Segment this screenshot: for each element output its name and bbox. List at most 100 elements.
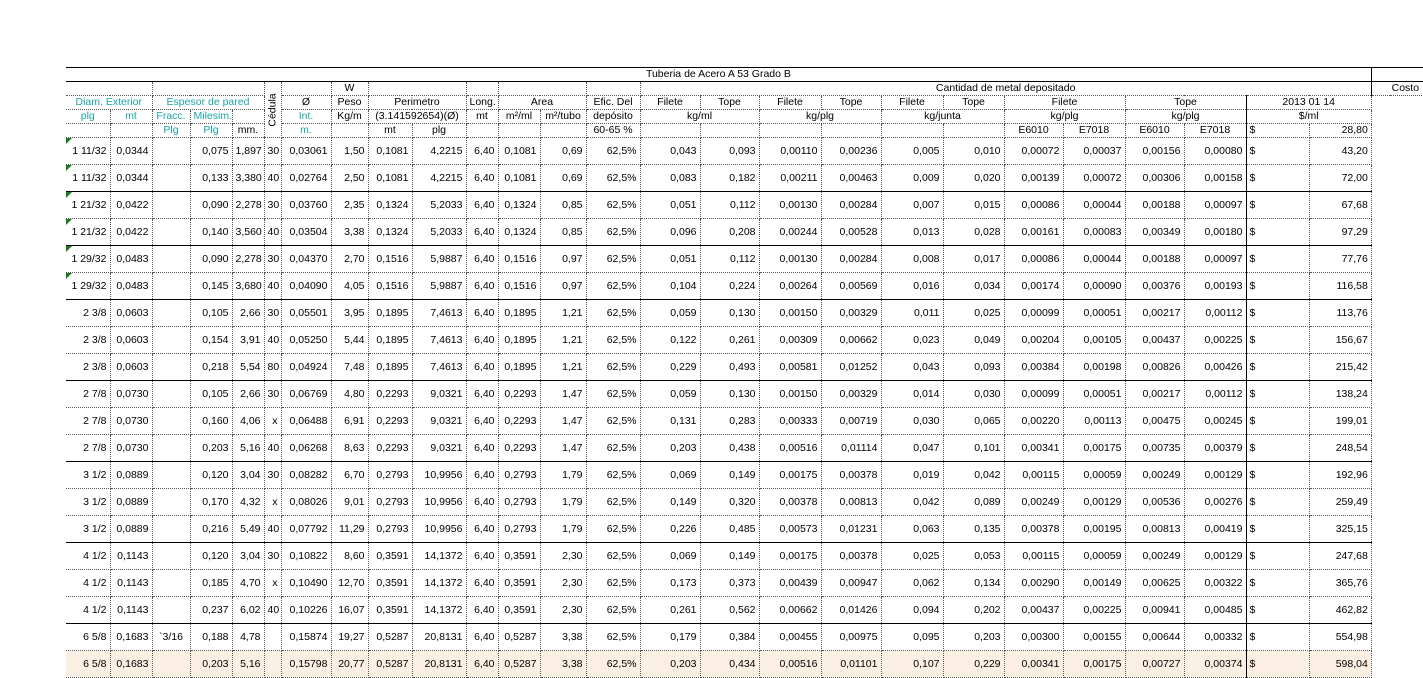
cell-f6010: 0,00115 [1004, 542, 1064, 570]
cell-long: 6,40 [466, 596, 499, 624]
cell-ced: 40 [264, 434, 282, 462]
cell-pplg: 10,9956 [412, 461, 467, 489]
cell-m2tubo: 3,38 [540, 623, 587, 651]
cell-cur: $ [1245, 596, 1310, 624]
cell-fil_junta: 0,030 [881, 407, 944, 435]
cell-pplg: 9,0321 [412, 434, 467, 462]
table-row: 3 1/2 0,0889 0,170 4,32 x 0,08026 9,01 0,2793 10… [66, 488, 1423, 516]
cell-f7018: 0,00044 [1063, 191, 1126, 219]
cell-top_junta: 0,089 [943, 488, 1005, 516]
cell-peso: 6,91 [331, 407, 369, 435]
cell-peso: 20,77 [331, 650, 369, 678]
cell-peso: 3,95 [331, 299, 369, 327]
cell-top_kgplg: 0,00329 [821, 299, 882, 327]
cell-t7018: 0,00225 [1184, 326, 1247, 354]
cell-top_kgplg: 0,00813 [821, 488, 882, 516]
cell-t6010: 0,00727 [1125, 650, 1185, 678]
cell-efic: 62,5% [586, 353, 641, 381]
perimetro-formula: (3.141592654)(Ø) [368, 109, 467, 124]
cell-plg: 1 11/32 [66, 164, 111, 192]
cell-m2ml: 0,1516 [498, 272, 541, 300]
cell-pplg: 14,1372 [412, 569, 467, 597]
cell-fil_junta: 0,043 [881, 353, 944, 381]
cell-fracc [152, 542, 191, 570]
pipe-table: Tuberia de Acero A 53 Grado B Cédula W C… [66, 67, 1423, 678]
cell-cur: $ [1245, 353, 1310, 381]
table-row: 2 3/8 0,0603 0,105 2,66 30 0,05501 3,95 0,1895 7… [66, 299, 1423, 327]
cell-peso: 3,38 [331, 218, 369, 246]
cell-top_junta: 0,202 [943, 596, 1005, 624]
cell-m2ml: 0,2293 [498, 380, 541, 408]
cell-cur: $ [1245, 245, 1310, 273]
cell-t7018: 0,00322 [1184, 569, 1247, 597]
table-row: 1 21/32 0,0422 0,090 2,278 30 0,03760 2,35 0,13… [66, 191, 1423, 219]
cell-milesim: 0,140 [190, 218, 233, 246]
cantidad-header: Cantidad de metal depositado [640, 81, 1372, 96]
cell-fil_kgml: 0,083 [640, 164, 701, 192]
cell-dint: 0,08282 [281, 461, 332, 489]
cell-plg: 2 7/8 [66, 380, 111, 408]
cell-fil_kgml: 0,059 [640, 380, 701, 408]
plg-unit: plg [66, 109, 111, 124]
table-row: 1 29/32 0,0483 0,090 2,278 30 0,04370 2,70 0,15… [66, 245, 1423, 273]
cell-f7018: 0,00129 [1063, 488, 1126, 516]
cell-top_kgplg: 0,00569 [821, 272, 882, 300]
cell-top_kgml: 0,320 [700, 488, 760, 516]
cell-efic: 62,5% [586, 137, 641, 165]
cell-long: 6,40 [466, 164, 499, 192]
cell-efic: 62,5% [586, 434, 641, 462]
cell-fil_kgplg: 0,00130 [759, 191, 822, 219]
cell-t7018: 0,00419 [1184, 515, 1247, 543]
cell-milesim: 0,160 [190, 407, 233, 435]
cell-t6010: 0,00625 [1125, 569, 1185, 597]
table-row: 2 7/8 0,0730 0,203 5,16 40 0,06268 8,63 0,2293 9… [66, 434, 1423, 462]
cell-mm: 6,02 [232, 596, 265, 624]
cell-m2ml: 0,3591 [498, 596, 541, 624]
cell-m2tubo: 1,21 [540, 353, 587, 381]
cell-fracc [152, 380, 191, 408]
cell-milesim: 0,170 [190, 488, 233, 516]
cell-f6010: 0,00437 [1004, 596, 1064, 624]
cell-f7018: 0,00044 [1063, 245, 1126, 273]
cell-plg: 2 3/8 [66, 326, 111, 354]
table-row: 1 11/32 0,0344 0,133 3,380 40 0,02764 2,50 0,10… [66, 164, 1423, 192]
cell-pmt: 0,1895 [368, 326, 413, 354]
table-row: 6 5/8 0,1683 0,203 5,16 0,15798 20,77 0,5287 20… [66, 650, 1423, 678]
cell-m2ml: 0,2293 [498, 407, 541, 435]
table-row: 3 1/2 0,0889 0,216 5,49 40 0,07792 11,29 0,2793… [66, 515, 1423, 543]
cell-m2ml: 0,1895 [498, 353, 541, 381]
cell-pmt: 0,1516 [368, 245, 413, 273]
cell-pmt: 0,2293 [368, 434, 413, 462]
e6010-header: E6010 [1125, 123, 1185, 138]
cell-m2ml: 0,2793 [498, 461, 541, 489]
cell-ced: 30 [264, 380, 282, 408]
cell-mt: 0,0422 [110, 218, 153, 246]
cell-costo: 199,01 [1309, 407, 1372, 435]
kgplg-unit: kg/plg [1125, 109, 1247, 124]
filete-header: Filete [759, 95, 822, 110]
cell-pmt: 0,1516 [368, 272, 413, 300]
efic-header: Efic. Del [586, 95, 641, 110]
cell-pplg: 20,8131 [412, 650, 467, 678]
cell-pmt: 0,2793 [368, 515, 413, 543]
cell-fil_junta: 0,107 [881, 650, 944, 678]
cell-costo: 259,49 [1309, 488, 1372, 516]
cell-long: 6,40 [466, 326, 499, 354]
cell-t7018: 0,00112 [1184, 380, 1247, 408]
cell-top_junta: 0,229 [943, 650, 1005, 678]
cell-f6010: 0,00341 [1004, 434, 1064, 462]
cell-t6010: 0,00217 [1125, 299, 1185, 327]
cell-fil_kgplg: 0,00516 [759, 650, 822, 678]
cell-t6010: 0,00813 [1125, 515, 1185, 543]
table-row: 1 11/32 0,0344 0,075 1,897 30 0,03061 1,50 0,10… [66, 137, 1423, 165]
cell-f7018: 0,00113 [1063, 407, 1126, 435]
cell-top_junta: 0,030 [943, 380, 1005, 408]
cell-t6010: 0,00735 [1125, 434, 1185, 462]
cell-pmt: 0,2293 [368, 407, 413, 435]
cell-m2ml: 0,1324 [498, 218, 541, 246]
cell-top_kgplg: 0,00463 [821, 164, 882, 192]
cell-ced: x [264, 407, 282, 435]
cell-plg: 2 7/8 [66, 407, 111, 435]
cell-plg: 1 29/32 [66, 245, 111, 273]
cell-top_junta: 0,101 [943, 434, 1005, 462]
